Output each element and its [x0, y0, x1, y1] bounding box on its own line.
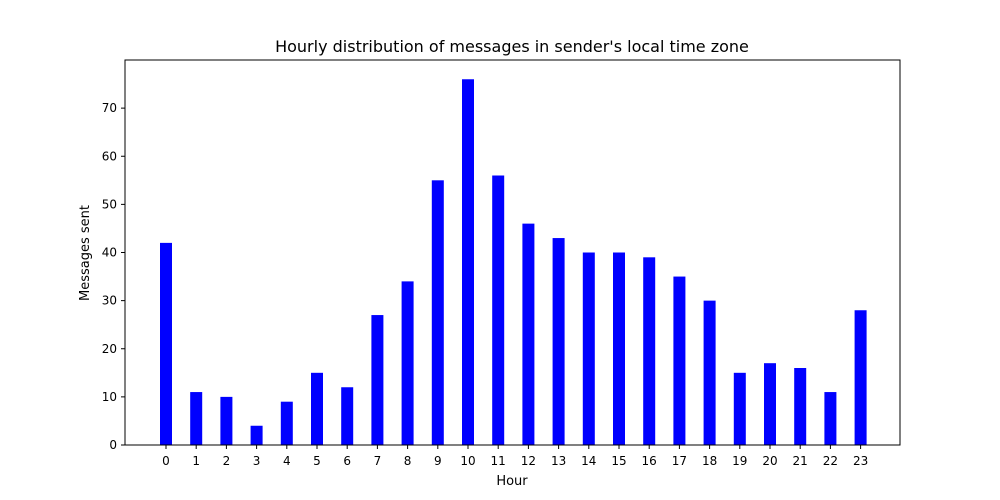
x-tick-label: 20 [762, 454, 777, 468]
x-tick-label: 14 [581, 454, 596, 468]
bar-hour-17 [673, 276, 686, 445]
x-axis-label: Hour [496, 474, 528, 489]
y-tick-label: 60 [102, 149, 117, 163]
bar-hour-21 [794, 368, 807, 445]
bar-hour-15 [613, 252, 625, 445]
chart-title: Hourly distribution of messages in sende… [275, 37, 749, 56]
bar-hour-16 [643, 257, 656, 445]
bar-hour-14 [582, 252, 595, 445]
y-tick-label: 20 [102, 342, 117, 356]
x-tick-label: 7 [374, 454, 382, 468]
y-tick-label: 40 [102, 246, 117, 260]
bar-hour-7 [371, 315, 384, 445]
x-tick-label: 16 [642, 454, 657, 468]
bar-hour-4 [280, 401, 293, 445]
x-tick-label: 18 [702, 454, 717, 468]
x-tick-label: 22 [823, 454, 838, 468]
bar-hour-13 [552, 238, 565, 445]
x-tick-label: 19 [732, 454, 747, 468]
x-tick-label: 5 [313, 454, 321, 468]
bar-hour-10 [462, 79, 474, 445]
x-tick-label: 13 [551, 454, 566, 468]
bar-hour-22 [824, 392, 837, 445]
x-tick-label: 21 [793, 454, 808, 468]
bar-hour-6 [341, 387, 354, 445]
x-tick-label: 11 [491, 454, 506, 468]
bar-hour-0 [160, 242, 172, 446]
bar-hour-18 [703, 300, 716, 446]
x-tick-label: 2 [223, 454, 231, 468]
bar-hour-1 [190, 392, 203, 445]
y-tick-label: 50 [102, 197, 117, 211]
bar-hour-12 [522, 223, 535, 445]
bar-hour-9 [431, 180, 444, 445]
bar-hour-23 [854, 310, 867, 445]
x-tick-label: 10 [460, 454, 475, 468]
y-tick-label: 0 [109, 438, 117, 452]
x-tick-label: 15 [611, 454, 626, 468]
x-tick-label: 9 [434, 454, 442, 468]
x-tick-label: 12 [521, 454, 536, 468]
y-axis-ticks: 0 10 20 30 40 50 60 70 [102, 101, 125, 452]
x-axis-ticks: 0 1 2 3 4 5 6 7 8 9 10 11 12 13 14 15 16 17 18 19 20 21 22 23 [162, 445, 868, 468]
y-tick-label: 10 [102, 390, 117, 404]
x-tick-label: 23 [853, 454, 868, 468]
x-tick-label: 0 [162, 454, 170, 468]
bar-hour-5 [311, 372, 323, 445]
bar-hour-19 [733, 372, 746, 445]
x-tick-label: 4 [283, 454, 291, 468]
x-tick-label: 17 [672, 454, 687, 468]
y-axis-label: Messages sent [78, 205, 93, 301]
bar-hour-20 [764, 363, 776, 445]
bars-group [160, 79, 867, 446]
x-tick-label: 1 [192, 454, 200, 468]
y-tick-label: 70 [102, 101, 117, 115]
y-tick-label: 30 [102, 294, 117, 308]
x-tick-label: 6 [343, 454, 351, 468]
bar-hour-2 [220, 396, 233, 446]
plot-area-frame [124, 59, 901, 446]
bar-hour-3 [250, 425, 263, 445]
bar-hour-8 [401, 281, 414, 446]
x-tick-label: 8 [404, 454, 412, 468]
bar-hour-11 [492, 175, 505, 445]
x-tick-label: 3 [253, 454, 261, 468]
